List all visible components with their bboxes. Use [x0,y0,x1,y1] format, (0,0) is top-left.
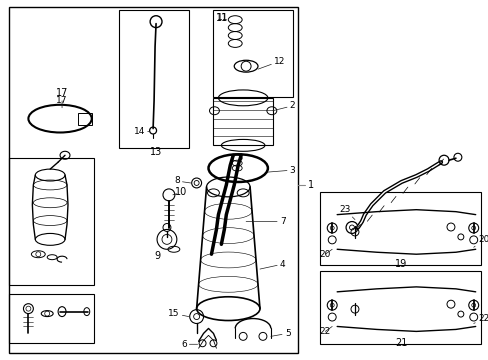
Text: 10: 10 [174,187,186,197]
Bar [9,294,94,343]
Bar [213,10,292,97]
Bar [9,7,297,353]
Text: 20: 20 [473,235,488,247]
Text: 14: 14 [133,127,149,136]
Text: 3: 3 [267,166,295,175]
Text: 11: 11 [216,13,227,22]
Text: 17: 17 [56,96,68,108]
Text: 8: 8 [174,176,190,185]
Text: 7: 7 [245,217,285,226]
Bar [9,158,94,285]
Bar [78,113,92,125]
Text: 22: 22 [319,327,331,336]
Bar [213,98,272,145]
Text: 21: 21 [394,338,407,348]
Bar [320,192,480,265]
Text: 23: 23 [339,205,354,220]
Bar [119,10,188,148]
Bar [320,271,480,344]
Text: 15: 15 [168,309,188,318]
Text: 9: 9 [154,251,160,261]
Text: 11: 11 [216,13,228,23]
Text: 1: 1 [308,180,314,190]
Text: 12: 12 [258,57,285,69]
Text: 5: 5 [270,329,290,338]
Text: 6: 6 [181,340,197,349]
Text: 22: 22 [473,314,488,324]
Text: 20: 20 [319,249,331,259]
Text: 2: 2 [272,101,295,111]
Text: 4: 4 [260,260,285,269]
Text: 19: 19 [395,259,407,269]
Text: 13: 13 [150,147,162,157]
Text: 17: 17 [56,88,68,98]
